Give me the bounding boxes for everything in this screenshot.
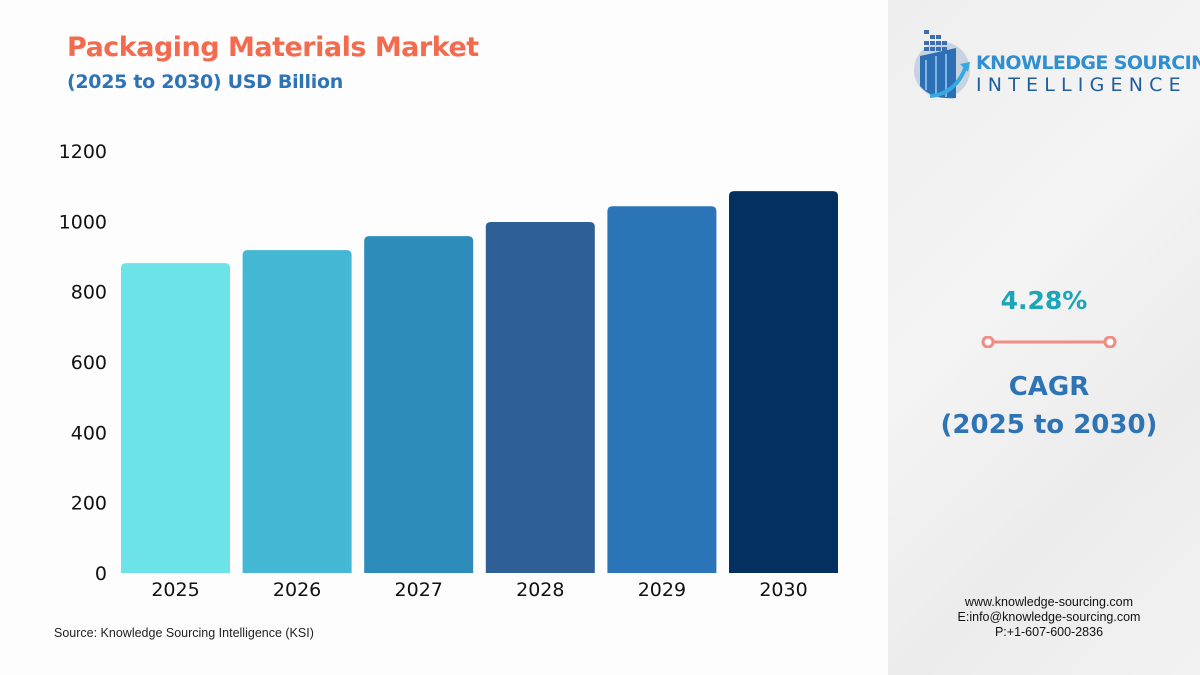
cagr-value: 4.28% [1000, 286, 1088, 315]
x-tick-label: 2030 [759, 579, 807, 601]
bar-2029 [607, 206, 717, 573]
logo-icon [914, 30, 970, 99]
y-tick-label: 1200 [59, 141, 107, 163]
y-tick-label: 400 [71, 422, 107, 444]
y-tick-label: 600 [71, 352, 107, 374]
x-tick-label: 2028 [516, 579, 564, 601]
x-tick-label: 2029 [638, 579, 686, 601]
company-logo: KNOWLEDGE SOURCING INTELLIGENCE [912, 26, 1200, 102]
x-tick-label: 2027 [395, 579, 443, 601]
side-panel [888, 0, 1200, 675]
cagr-period: (2025 to 2030) [940, 410, 1158, 440]
contact-phone: P:+1-607-600-2836 [994, 625, 1104, 639]
logo-text-line1: KNOWLEDGE SOURCING [976, 52, 1200, 74]
contact-email[interactable]: E:info@knowledge-sourcing.com [957, 610, 1141, 624]
cagr-title: CAGR [1008, 372, 1090, 402]
bar-2025 [121, 263, 230, 573]
bar-2027 [364, 236, 474, 573]
source-note: Source: Knowledge Sourcing Intelligence … [54, 626, 314, 640]
bar-2030 [729, 191, 838, 573]
x-tick-label: 2026 [273, 579, 321, 601]
bar-2028 [485, 222, 595, 573]
y-tick-label: 800 [71, 282, 107, 304]
contact-website[interactable]: www.knowledge-sourcing.com [964, 595, 1134, 609]
x-tick-label: 2025 [151, 579, 199, 601]
bar-chart: 0 200 400 600 800 1000 1200 2025 2026 2027 2028 202… [59, 141, 838, 601]
cagr-label: CAGR (2025 to 2030) [888, 368, 1200, 444]
contact-info: www.knowledge-sourcing.com E:info@knowle… [888, 595, 1200, 640]
chart-subtitle: (2025 to 2030) USD Billion [67, 71, 343, 93]
cagr-divider [981, 336, 1117, 348]
chart-title: Packaging Materials Market [67, 32, 479, 63]
y-tick-label: 1000 [59, 211, 107, 233]
bar-2026 [242, 250, 352, 574]
logo-text-line2: INTELLIGENCE [976, 74, 1187, 96]
y-tick-label: 200 [71, 493, 107, 515]
y-tick-label: 0 [95, 563, 107, 585]
